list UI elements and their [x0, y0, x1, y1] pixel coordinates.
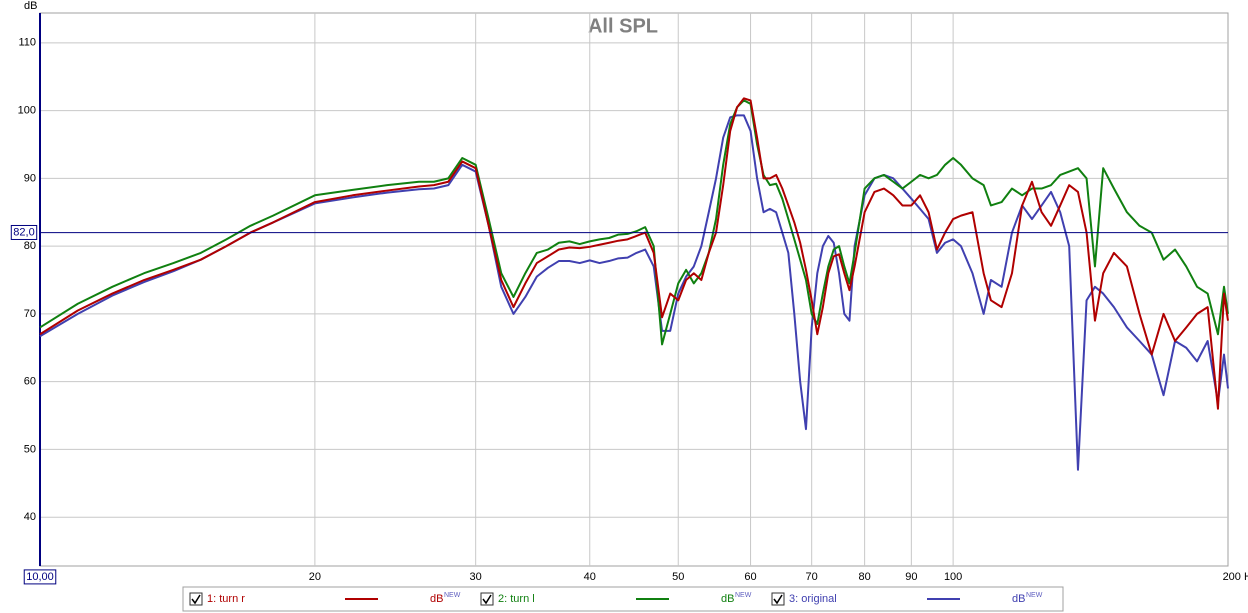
chart-title: All SPL — [588, 15, 658, 37]
legend-unit: dB — [1012, 593, 1025, 605]
x-tick-label: 70 — [806, 571, 818, 583]
legend-check — [482, 594, 492, 605]
y-tick-label: 40 — [24, 511, 36, 523]
x-tick-label: 60 — [744, 571, 756, 583]
legend-unit: dB — [721, 593, 734, 605]
series-line — [39, 99, 1229, 346]
x-tick-label: 40 — [584, 571, 596, 583]
x-tick-label: 100 — [944, 571, 962, 583]
y-tick-label: 70 — [24, 308, 36, 320]
y-tick-label: 50 — [24, 443, 36, 455]
legend-check — [191, 594, 201, 605]
y-tick-label: 90 — [24, 172, 36, 184]
reference-label-box — [10, 224, 38, 240]
legend-checkbox[interactable] — [771, 592, 785, 606]
y-tick-label: 100 — [18, 104, 36, 116]
y-tick-label: 60 — [24, 376, 36, 388]
legend-label: 2: turn l — [498, 593, 535, 605]
legend-unit-tag: NEW — [1026, 592, 1043, 599]
x-tick-label: 90 — [905, 571, 917, 583]
legend-unit: dB — [430, 593, 443, 605]
legend-label: 1: turn r — [207, 593, 245, 605]
legend-check — [773, 594, 783, 605]
y-axis-label: dB — [24, 0, 37, 12]
x-tick-label: 200 Hz — [1223, 571, 1248, 583]
legend-checkbox[interactable] — [480, 592, 494, 606]
legend-unit-tag: NEW — [444, 592, 461, 599]
series-line — [39, 97, 1229, 410]
x-tick-label: 50 — [672, 571, 684, 583]
legend-box — [182, 586, 1064, 612]
x-range-label: 10,00 — [26, 571, 54, 583]
y-tick-label: 110 — [18, 37, 36, 49]
plot-area — [39, 12, 1229, 567]
reference-label: 82,0 — [13, 226, 34, 238]
x-range-box — [23, 569, 57, 585]
x-tick-label: 30 — [470, 571, 482, 583]
y-tick-label: 80 — [24, 240, 36, 252]
legend-checkbox[interactable] — [189, 592, 203, 606]
legend-unit-tag: NEW — [735, 592, 752, 599]
x-tick-label: 20 — [309, 571, 321, 583]
x-tick-label: 80 — [859, 571, 871, 583]
legend-label: 3: original — [789, 593, 837, 605]
